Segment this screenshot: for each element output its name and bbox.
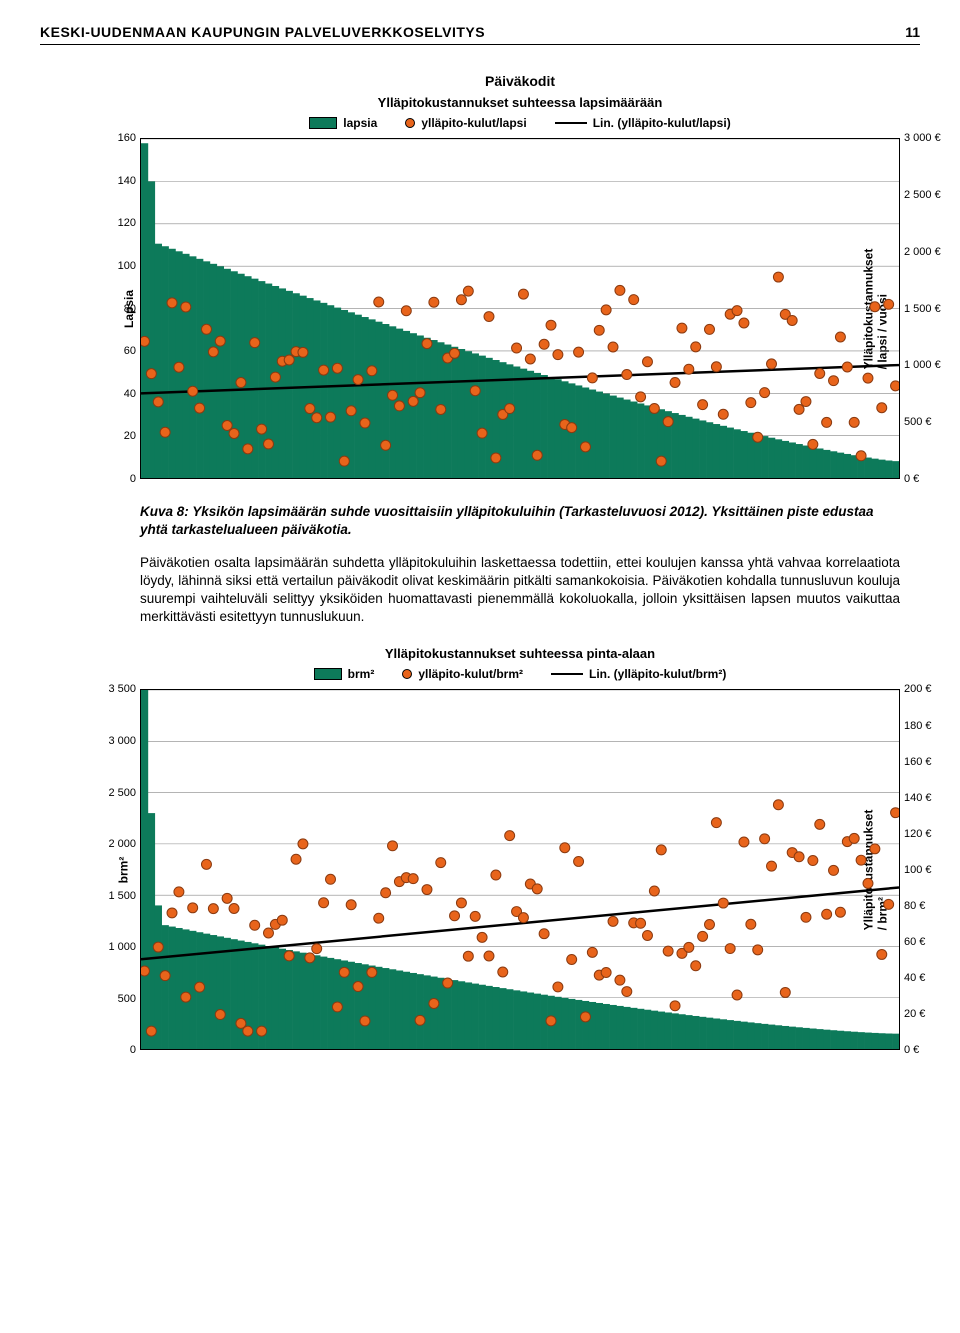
legend-bar-label: brm² xyxy=(348,667,375,681)
swatch-bar-icon xyxy=(314,668,342,680)
chart2-left-axis-label: brm² xyxy=(116,857,130,884)
chart2-svg xyxy=(141,690,899,1049)
swatch-bar-icon xyxy=(309,117,337,129)
swatch-dot-icon xyxy=(405,118,415,128)
swatch-line-icon xyxy=(551,673,583,675)
legend-bar: lapsia xyxy=(309,116,377,130)
header-title: KESKI-UUDENMAAN KAUPUNGIN PALVELUVERKKOS… xyxy=(40,24,485,40)
chart2-right-ticks: 0 €20 €40 €60 €80 €100 €120 €140 €160 €1… xyxy=(904,689,960,1050)
section: Päiväkodit Ylläpitokustannukset suhteess… xyxy=(140,73,900,1050)
header-page-number: 11 xyxy=(905,24,920,40)
legend-dot-label: ylläpito-kulut/lapsi xyxy=(421,116,526,130)
legend-line: Lin. (ylläpito-kulut/lapsi) xyxy=(555,116,731,130)
legend-bar-label: lapsia xyxy=(343,116,377,130)
swatch-dot-icon xyxy=(402,669,412,679)
page-header: KESKI-UUDENMAAN KAUPUNGIN PALVELUVERKKOS… xyxy=(40,24,920,45)
legend-dot: ylläpito-kulut/lapsi xyxy=(405,116,526,130)
legend-dot: ylläpito-kulut/brm² xyxy=(402,667,523,681)
legend-line-label: Lin. (ylläpito-kulut/brm²) xyxy=(589,667,726,681)
swatch-line-icon xyxy=(555,122,587,124)
figure-caption: Kuva 8: Yksikön lapsimäärän suhde vuosit… xyxy=(140,503,900,539)
chart1-plot xyxy=(140,138,900,479)
legend-bar: brm² xyxy=(314,667,375,681)
chart1-title: Ylläpitokustannukset suhteessa lapsimäär… xyxy=(140,95,900,110)
chart2-legend: brm² ylläpito-kulut/brm² Lin. (ylläpito-… xyxy=(140,667,900,681)
legend-dot-label: ylläpito-kulut/brm² xyxy=(418,667,523,681)
chart1-super-title: Päiväkodit xyxy=(140,73,900,89)
chart2-title: Ylläpitokustannukset suhteessa pinta-ala… xyxy=(140,646,900,661)
chart1-legend: lapsia ylläpito-kulut/lapsi Lin. (ylläpi… xyxy=(140,116,900,130)
legend-line-label: Lin. (ylläpito-kulut/lapsi) xyxy=(593,116,731,130)
chart1-left-axis-label: Lapsia xyxy=(122,290,136,328)
chart1-right-ticks: 0 €500 €1 000 €1 500 €2 000 €2 500 €3 00… xyxy=(904,138,960,479)
chart1-svg xyxy=(141,139,899,478)
body-paragraph: Päiväkotien osalta lapsimäärän suhdetta … xyxy=(140,554,900,627)
chart2-plot xyxy=(140,689,900,1050)
legend-line: Lin. (ylläpito-kulut/brm²) xyxy=(551,667,726,681)
